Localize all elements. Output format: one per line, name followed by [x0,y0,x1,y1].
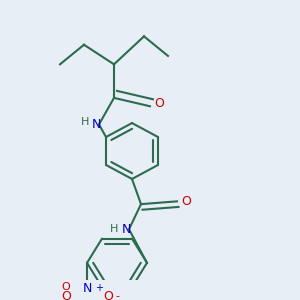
Text: H: H [110,224,118,234]
Text: O: O [103,290,113,300]
Text: -: - [115,291,119,300]
Text: N: N [121,223,131,236]
Text: H: H [81,117,90,127]
Text: N: N [82,281,92,295]
Text: +: + [95,283,103,293]
Text: O: O [61,282,70,292]
Text: N: N [91,118,101,131]
Text: O: O [61,290,71,300]
Text: O: O [154,97,164,110]
Text: O: O [181,195,191,208]
